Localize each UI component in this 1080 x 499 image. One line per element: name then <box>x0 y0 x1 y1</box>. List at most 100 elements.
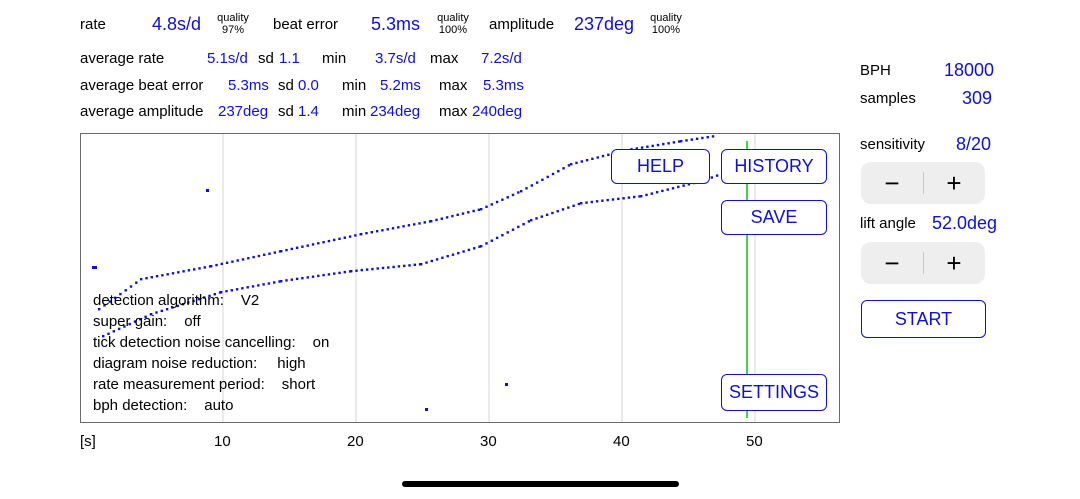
trace-dot <box>572 204 575 207</box>
trace-dot <box>171 306 174 309</box>
trace-dot <box>197 298 201 301</box>
trace-dot <box>525 187 528 190</box>
trace-dot <box>231 260 234 263</box>
trace-dot <box>445 216 449 219</box>
trace-dot <box>473 247 476 250</box>
avg-beat-error-sd-label: sd <box>278 77 294 94</box>
trace-dot <box>139 318 142 321</box>
trace-dot <box>381 229 384 232</box>
trace-dot <box>627 196 631 199</box>
trace-dot <box>208 294 211 298</box>
trace-dot <box>273 251 276 254</box>
settings-button[interactable]: SETTINGS <box>721 374 827 411</box>
trace-dot <box>551 172 555 176</box>
avg-beat-error-min-value: 5.2ms <box>380 77 421 94</box>
trace-dot <box>667 142 670 145</box>
trace-dot <box>370 231 373 234</box>
trace-dot <box>635 147 638 150</box>
trace-dot <box>522 223 525 226</box>
trace-dot <box>247 257 250 260</box>
timegraph-frame <box>80 133 840 423</box>
info-value: high <box>277 355 306 372</box>
trace-dot <box>193 268 196 271</box>
trace-dot <box>187 269 191 272</box>
lift-angle-decrease-button[interactable]: − <box>884 248 900 278</box>
outlier-dot <box>425 408 428 411</box>
info-line-detection-algorithm: detection algorithm: V2 <box>93 290 329 311</box>
info-line-noise-cancelling: tick detection noise cancelling: on <box>93 332 329 353</box>
trace-dot <box>317 274 320 278</box>
trace-dot <box>501 198 504 201</box>
home-indicator[interactable] <box>402 481 679 487</box>
trace-dot <box>360 268 363 272</box>
trace-dot <box>567 206 570 209</box>
trace-dot <box>133 320 137 323</box>
x-tick-label: 10 <box>214 433 231 450</box>
trace-dot <box>556 210 559 213</box>
beat-error-value: 5.3ms <box>371 14 421 34</box>
info-line-super-gain: super gain: off <box>93 311 329 332</box>
avg-rate-max-label: max <box>430 50 459 67</box>
trace-dot <box>392 265 395 269</box>
avg-beat-error-sd-value: 0.0 <box>298 77 319 94</box>
trace-dot <box>301 245 304 248</box>
trace-dot <box>376 267 379 270</box>
trace-dot <box>112 330 115 333</box>
save-button[interactable]: SAVE <box>721 200 827 235</box>
avg-amplitude-max-label: max <box>439 103 468 120</box>
sensitivity-increase-button[interactable]: + <box>946 168 962 198</box>
trace-dot <box>485 242 488 245</box>
trace-dot <box>166 273 169 276</box>
trace-dot <box>285 248 288 252</box>
trace-dot <box>98 308 101 311</box>
history-button[interactable]: HISTORY <box>721 149 827 184</box>
trace-dot <box>155 275 159 278</box>
trace-dot <box>711 135 715 138</box>
info-line-bph-detection: bph detection: auto <box>93 395 329 416</box>
trace-dot <box>651 144 654 148</box>
trace-dot <box>451 253 455 256</box>
sensitivity-value: 8/20 <box>956 134 992 154</box>
trace-dot <box>520 190 523 193</box>
trace-dot <box>290 247 293 251</box>
lift-angle-increase-button[interactable]: + <box>946 248 962 278</box>
trace-dot <box>680 140 683 143</box>
bph-value: 18000 <box>944 60 995 80</box>
lift-angle-value: 52.0deg <box>932 213 998 233</box>
trace-dot <box>687 183 691 186</box>
trace-dot <box>381 266 385 270</box>
trace-dot <box>301 277 304 280</box>
trace-dot <box>650 192 653 195</box>
sensitivity-decrease-button[interactable]: − <box>884 168 900 198</box>
info-value: off <box>184 313 201 330</box>
outlier-dot <box>206 189 209 192</box>
trace-dot <box>365 268 369 271</box>
trace-dot <box>102 335 105 338</box>
trace-dot <box>198 267 201 270</box>
trace-dot <box>596 156 599 159</box>
timegraph <box>80 133 840 423</box>
trace-dot <box>285 279 288 282</box>
trace-dot <box>402 225 405 228</box>
trace-dot <box>338 271 341 275</box>
info-label: tick detection noise cancelling: <box>93 334 296 351</box>
rate-quality: quality 97% <box>213 12 253 36</box>
trace-dot <box>220 291 223 294</box>
trace-dot <box>638 195 641 198</box>
trace-dot <box>540 215 543 218</box>
trace-dot <box>350 270 353 273</box>
trace-dot <box>295 246 299 249</box>
trace-dot <box>420 263 423 266</box>
x-axis-unit: [s] <box>80 433 96 450</box>
trace-dot <box>124 289 127 292</box>
trace-dot <box>220 262 223 266</box>
help-button[interactable]: HELP <box>611 149 710 184</box>
info-label: diagram noise reduction: <box>93 355 258 372</box>
trace-dot <box>403 264 406 268</box>
trace-dot <box>633 195 636 199</box>
trace-dot <box>617 197 620 201</box>
trace-dot <box>425 261 428 264</box>
start-button[interactable]: START <box>861 300 986 338</box>
rate-quality-value: 97% <box>221 24 245 36</box>
trace-dot <box>517 225 520 229</box>
